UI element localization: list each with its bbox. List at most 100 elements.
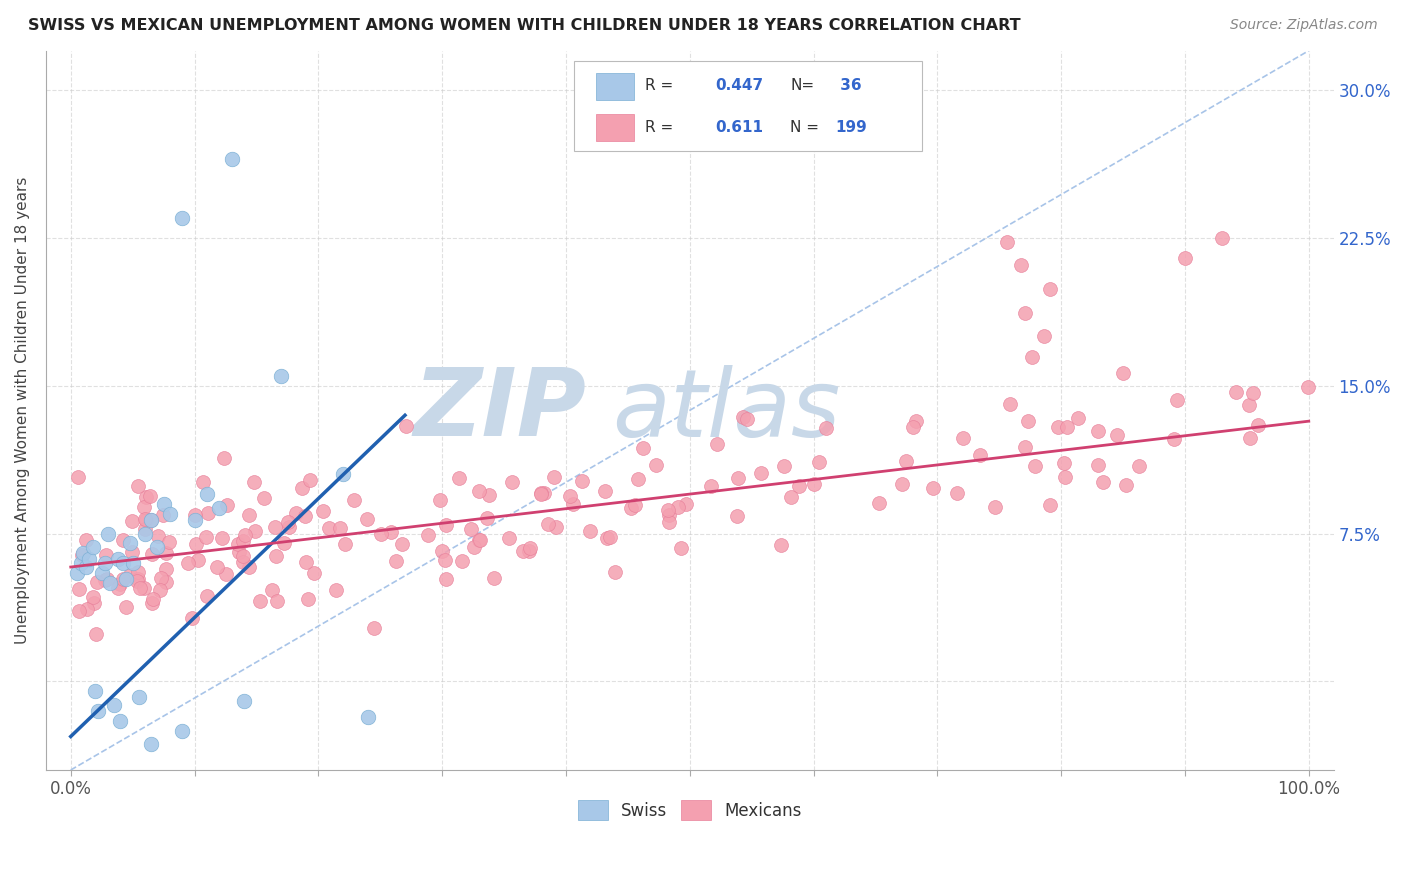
Point (544, 520, 567, 534)
Point (1047, 419, 1070, 434)
Point (107, 581, 129, 595)
Point (434, 553, 457, 567)
Point (284, 506, 307, 520)
Legend: Swiss, Mexicans: Swiss, Mexicans (571, 794, 808, 826)
Point (1166, 392, 1188, 407)
Point (177, 556, 200, 570)
Point (114, 599, 136, 614)
Point (128, 581, 150, 595)
Point (149, 571, 172, 585)
Point (675, 497, 697, 511)
Point (1033, 329, 1056, 343)
Point (530, 486, 553, 500)
Point (215, 566, 238, 581)
Point (146, 529, 169, 543)
Point (183, 508, 205, 523)
Point (238, 508, 260, 522)
Point (952, 431, 974, 445)
Point (1021, 350, 1043, 364)
Point (211, 531, 233, 545)
Point (558, 490, 581, 504)
Point (890, 477, 912, 491)
Point (1087, 424, 1109, 438)
Point (79, 552, 101, 566)
Point (657, 502, 679, 516)
Point (477, 510, 499, 524)
Point (110, 714, 132, 728)
Point (894, 453, 917, 467)
Point (657, 515, 679, 529)
Point (183, 513, 205, 527)
Point (67, 604, 90, 618)
Point (297, 592, 319, 607)
Point (478, 488, 501, 502)
Point (221, 152, 243, 166)
Point (905, 414, 928, 428)
Point (238, 560, 260, 574)
Point (773, 458, 796, 473)
Point (84, 627, 107, 641)
Point (152, 497, 174, 511)
Point (121, 556, 143, 570)
Point (226, 537, 249, 551)
Point (333, 537, 356, 551)
Point (82, 541, 104, 555)
Point (111, 533, 134, 547)
Point (451, 553, 474, 567)
Point (1115, 477, 1137, 491)
Point (1174, 251, 1197, 265)
Point (733, 410, 755, 425)
Text: Source: ZipAtlas.com: Source: ZipAtlas.com (1230, 18, 1378, 32)
Point (291, 481, 314, 495)
Point (243, 524, 266, 538)
Point (468, 533, 491, 547)
Point (780, 490, 803, 504)
Point (141, 513, 163, 527)
Point (1211, 231, 1233, 245)
Point (1024, 458, 1046, 473)
Point (868, 496, 890, 510)
Point (70, 548, 93, 562)
Point (620, 501, 643, 516)
Point (669, 541, 692, 556)
Point (118, 568, 141, 582)
Point (357, 710, 380, 724)
Point (1241, 386, 1264, 401)
Point (484, 571, 506, 585)
Point (356, 512, 378, 526)
Point (195, 487, 218, 501)
Point (1039, 282, 1062, 296)
Point (983, 500, 1005, 515)
Point (1128, 458, 1150, 473)
Text: N=: N= (790, 78, 814, 94)
Point (270, 368, 292, 383)
Point (264, 520, 287, 534)
Point (294, 556, 316, 570)
Point (807, 455, 830, 469)
Point (1056, 420, 1078, 434)
Point (157, 535, 180, 549)
Point (96, 548, 118, 562)
Point (460, 522, 482, 536)
Point (1039, 498, 1062, 512)
Point (599, 530, 621, 544)
Point (1105, 428, 1128, 442)
Point (232, 549, 254, 564)
Point (1225, 384, 1247, 399)
Point (155, 574, 177, 589)
Point (325, 582, 347, 597)
Text: R =: R = (645, 120, 683, 135)
Point (127, 572, 149, 586)
Point (132, 581, 155, 595)
Point (1000, 397, 1022, 411)
Point (127, 566, 149, 580)
Point (72, 546, 94, 560)
Point (815, 420, 838, 434)
Point (530, 485, 553, 500)
Point (155, 562, 177, 576)
Point (97, 526, 120, 541)
Point (115, 572, 138, 586)
Point (67, 582, 90, 597)
Point (103, 698, 125, 712)
Point (75, 560, 97, 574)
